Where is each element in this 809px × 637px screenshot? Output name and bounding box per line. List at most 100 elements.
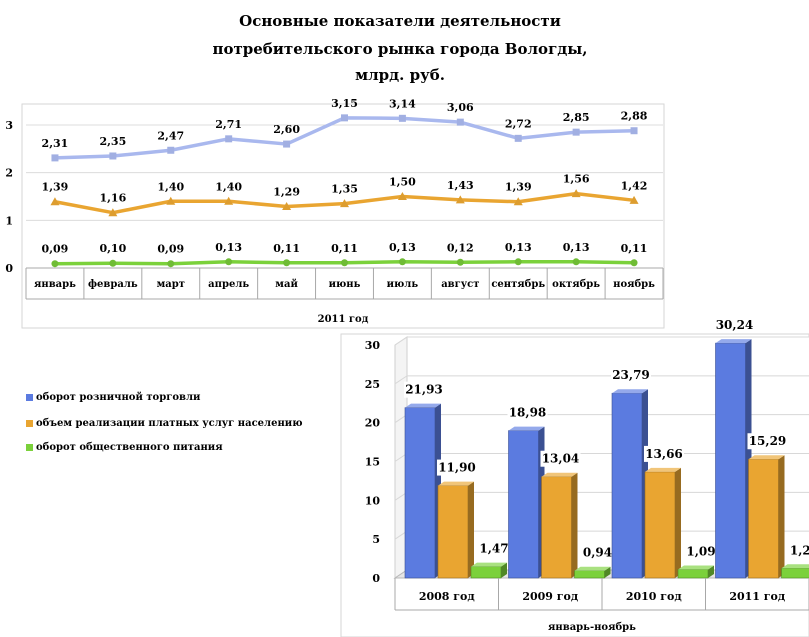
series-point	[572, 258, 580, 266]
bar	[715, 342, 746, 579]
bar-top	[678, 565, 714, 570]
legend-swatch-catering	[26, 444, 33, 451]
data-label: 1,40	[215, 180, 242, 193]
series-point	[397, 192, 407, 200]
series-point	[50, 197, 60, 206]
bar-top	[405, 403, 441, 408]
bar-top	[508, 426, 545, 431]
data-label: 2,72	[505, 117, 532, 130]
legend-label-catering: оборот общественного питания	[36, 442, 223, 453]
bar-top	[781, 564, 809, 569]
data-label: 1,47	[479, 542, 508, 556]
x-tick-label: март	[157, 279, 185, 290]
data-label: 0,11	[273, 242, 300, 255]
line-chart-frame	[21, 103, 665, 329]
bar	[748, 458, 779, 579]
series-point	[398, 114, 406, 122]
data-label: 0,09	[42, 243, 69, 256]
series-point	[109, 259, 117, 267]
bar-top	[715, 339, 752, 344]
bar	[541, 476, 572, 579]
legend-label-retail: оборот розничной торговли	[36, 392, 201, 403]
series-point	[341, 259, 348, 267]
bar	[574, 570, 605, 579]
bar	[677, 569, 709, 579]
data-label: 1,43	[447, 179, 474, 192]
series-point	[225, 258, 233, 266]
x-tick-label: 2008 год	[419, 590, 475, 603]
data-label-bg	[581, 544, 614, 561]
data-label: 0,13	[389, 241, 416, 254]
y-tick-label: 5	[372, 533, 380, 546]
y-tick-label: 15	[365, 456, 380, 469]
data-label: 0,09	[157, 243, 184, 256]
bar	[508, 430, 539, 579]
data-label: 13,04	[542, 452, 580, 466]
data-label: 1,35	[331, 183, 358, 196]
data-label: 1,25	[790, 543, 809, 557]
y-tick-label: 20	[365, 417, 381, 430]
x-axis-title: 2011 год	[318, 314, 369, 325]
x-tick-label: май	[275, 279, 298, 290]
bar	[404, 407, 436, 579]
bar	[611, 392, 643, 579]
data-label: 15,29	[749, 434, 787, 448]
data-label: 0,11	[621, 242, 648, 255]
data-label: 1,16	[99, 192, 126, 205]
data-label: 0,13	[563, 241, 590, 254]
series-point	[572, 128, 580, 136]
series-point	[166, 196, 176, 205]
data-label: 21,93	[405, 383, 443, 397]
data-label: 1,56	[563, 173, 590, 186]
data-label-bg	[507, 404, 548, 421]
data-label: 0,11	[331, 242, 358, 255]
y-tick-label: 10	[365, 494, 381, 507]
data-label: 1,09	[686, 545, 715, 559]
series-point	[630, 127, 638, 135]
series-point	[224, 196, 234, 205]
chart-title-line-3: млрд. руб.	[355, 66, 445, 84]
bar-side	[778, 455, 785, 578]
data-label-bg	[788, 542, 809, 559]
data-label: 2,31	[42, 137, 69, 150]
data-label-bg	[714, 317, 755, 334]
data-label: 0,94	[583, 546, 612, 560]
data-label: 3,15	[331, 97, 358, 110]
x-tick-label: январь	[34, 279, 76, 290]
chart-title-line-1: Основные показатели деятельности	[239, 12, 561, 30]
data-label: 2,85	[563, 111, 590, 124]
data-label: 2,60	[273, 123, 300, 136]
data-label-bg	[611, 367, 651, 384]
series-point	[455, 195, 465, 204]
series-point	[283, 259, 291, 267]
y-tick-label: 30	[365, 339, 381, 352]
x-tick-label: октябрь	[552, 279, 600, 290]
y-gridline	[394, 375, 809, 385]
y-tick-label: 25	[365, 378, 380, 391]
bar-side	[571, 472, 578, 578]
series-point	[167, 146, 175, 154]
bar-top	[645, 467, 681, 472]
legend-item-services: объем реализации платных услуг населению	[26, 418, 302, 429]
data-label-bg	[644, 445, 684, 462]
series-point	[571, 189, 581, 198]
data-label: 1,29	[273, 186, 300, 199]
data-label: 0,13	[215, 241, 242, 254]
series-point	[108, 208, 118, 217]
series-point	[514, 258, 522, 266]
data-label: 30,24	[716, 318, 754, 332]
data-label-bg	[540, 450, 581, 467]
data-label: 2,47	[157, 129, 184, 142]
series-point	[514, 134, 522, 142]
y-gridline	[394, 336, 809, 346]
bar-side	[604, 566, 611, 578]
data-label: 1,42	[621, 179, 648, 192]
data-label-bg	[684, 543, 718, 560]
series-point	[51, 154, 59, 162]
bar-top	[438, 481, 474, 486]
bar-side	[501, 562, 507, 578]
y-tick-label: 0	[372, 572, 380, 585]
x-tick-label: июнь	[329, 279, 361, 290]
data-label: 2,35	[99, 135, 126, 148]
